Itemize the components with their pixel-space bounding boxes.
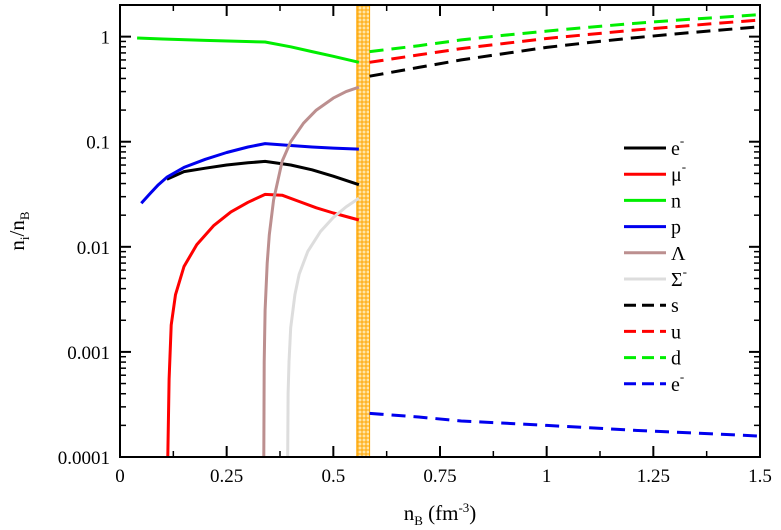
legend-label-Σ-5: Σ- [671, 264, 687, 291]
legend-label-Λ-4: Λ [671, 243, 686, 265]
y-tick-label: 0.0001 [58, 448, 110, 469]
legend-label-e-9: e- [671, 369, 684, 396]
legend-label-d-8: d [671, 348, 681, 370]
x-axis-label-unit: (fm [423, 501, 459, 525]
series-line-u-quark-7 [369, 18, 760, 64]
series-line-Λ-hadron-4 [262, 85, 360, 457]
x-tick-label: 0 [115, 466, 125, 487]
y-tick-label: 1 [101, 28, 111, 49]
series-line-n-hadron-2 [137, 36, 360, 64]
x-axis-label-unit-sup: -3 [458, 500, 469, 515]
y-tick-label: 0.001 [67, 343, 110, 364]
y-axis-label: ni/nB [5, 211, 32, 250]
legend-label-μ-1: μ- [671, 159, 686, 186]
series-line-p-hadron-3 [140, 142, 359, 205]
mixed-phase-band [356, 4, 371, 458]
y-tick-label: 0.1 [86, 133, 110, 154]
ticks-layer: 0 0.25 0.5 0.75 1 1.25 1.5 0.0001 0.001 0.01 0.1 1 [58, 5, 772, 487]
series-line-Σ-hadron-5 [286, 196, 360, 457]
legend-label-e-0: e- [671, 133, 684, 160]
y-axis-label-sub2: B [17, 211, 32, 220]
x-axis-label: nB (fm-3) [404, 500, 477, 528]
legend-label-n-2: n [671, 190, 681, 212]
x-axis-label-unit-close: ) [469, 501, 476, 525]
series-line-d-quark-8 [369, 13, 760, 54]
series-line-μ-hadron-1 [166, 192, 360, 457]
x-tick-label: 0.5 [321, 466, 345, 487]
x-tick-label: 1.5 [748, 466, 772, 487]
x-tick-label: 0.75 [423, 466, 456, 487]
x-axis-label-main: n [404, 501, 415, 525]
plot-frame [119, 4, 761, 458]
legend-label-s-6: s [671, 295, 679, 317]
series-line-s-quark-6 [369, 25, 760, 78]
series-line-e-hadron-0 [166, 159, 360, 187]
series-layer [137, 13, 760, 457]
y-tick-label: 0.01 [77, 238, 110, 259]
legend-label-u-7: u [671, 321, 681, 343]
x-tick-label: 1 [542, 466, 552, 487]
y-axis-label-mid: /n [5, 220, 29, 237]
x-tick-label: 1.25 [637, 466, 670, 487]
series-line-e-quark-9 [369, 411, 760, 438]
legend-label-p-3: p [671, 217, 681, 239]
y-axis-label-main: n [5, 240, 29, 251]
y-axis-label-sub1: i [17, 236, 32, 240]
mixed-phase-layer [356, 4, 371, 458]
x-axis-label-sub: B [414, 513, 423, 528]
x-tick-label: 0.25 [210, 466, 243, 487]
